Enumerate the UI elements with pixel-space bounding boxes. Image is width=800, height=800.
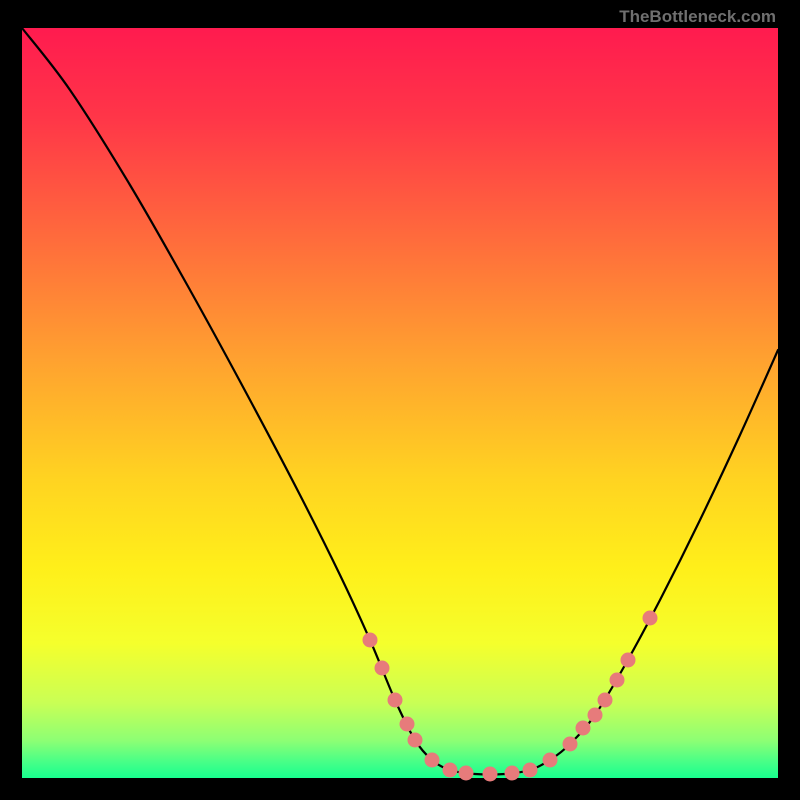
attribution-text: TheBottleneck.com	[619, 7, 776, 27]
bottleneck-chart: TheBottleneck.com	[0, 0, 800, 800]
chart-plot-area	[22, 28, 778, 778]
